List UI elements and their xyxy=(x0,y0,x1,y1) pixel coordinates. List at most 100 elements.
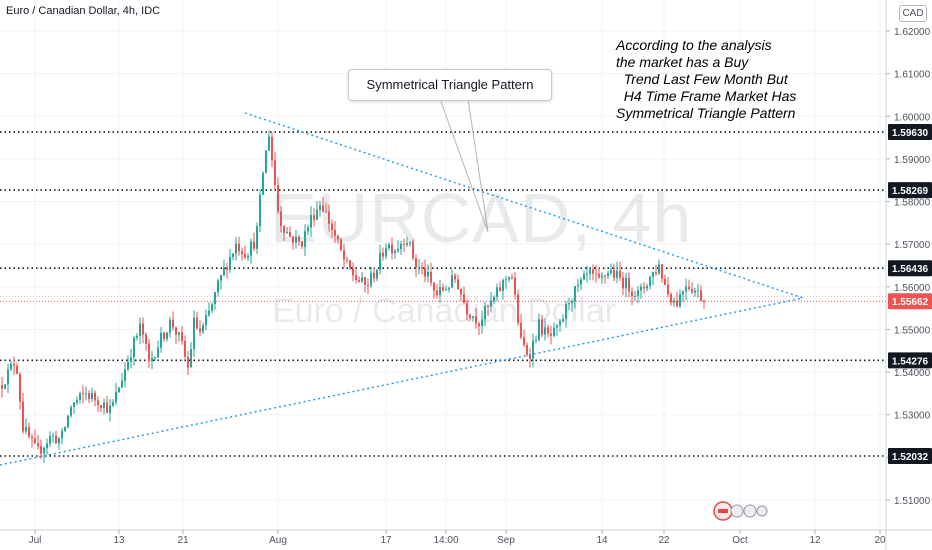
candle-body xyxy=(523,337,525,345)
candle-body xyxy=(229,256,231,271)
candle-body xyxy=(571,301,573,304)
candle-body xyxy=(172,319,174,328)
analysis-annotation[interactable]: According to the analysis the market has… xyxy=(616,37,796,122)
candle-body xyxy=(403,243,405,245)
candle-body xyxy=(547,327,549,334)
candle-body xyxy=(397,249,399,251)
currency-badge[interactable]: CAD xyxy=(899,5,927,22)
candle-body xyxy=(391,244,393,254)
candle-body xyxy=(658,264,660,274)
candle-body xyxy=(70,407,72,416)
candle-body xyxy=(295,236,297,243)
candle-body xyxy=(25,427,27,432)
candle-body xyxy=(559,321,561,326)
candle-body xyxy=(157,347,159,358)
candle-body xyxy=(610,269,612,274)
y-tick-label: 1.51000 xyxy=(894,496,931,507)
candle-body xyxy=(226,267,228,271)
candle-body xyxy=(40,446,42,454)
x-tick-label: 21 xyxy=(177,535,189,546)
candle-body xyxy=(664,278,666,285)
candle-body xyxy=(613,269,615,278)
candle-body xyxy=(13,363,15,366)
candle-body xyxy=(73,402,75,408)
candle-body xyxy=(79,393,81,400)
candle-body xyxy=(19,373,21,402)
candle-body xyxy=(118,387,120,392)
tradingview-logo-icon[interactable] xyxy=(712,500,768,522)
candle-body xyxy=(682,291,684,295)
candle-body xyxy=(343,250,345,260)
candle-body xyxy=(640,286,642,291)
candle-body xyxy=(4,384,6,389)
candle-body xyxy=(553,327,555,336)
candle-body xyxy=(628,277,630,292)
candle-body xyxy=(163,332,165,340)
candle-body xyxy=(493,296,495,301)
candle-body xyxy=(478,323,480,326)
annotation-line: Trend Last Few Month But xyxy=(616,71,788,87)
candle-body xyxy=(160,332,162,348)
candle-body xyxy=(61,430,63,439)
candle-body xyxy=(361,277,363,282)
x-tick-label: Jul xyxy=(29,535,42,546)
candle-body xyxy=(373,273,375,279)
candle-body xyxy=(460,289,462,295)
x-tick-label: Oct xyxy=(732,535,748,546)
candle-body xyxy=(457,279,459,290)
candle-body xyxy=(298,236,300,242)
candle-body xyxy=(235,243,237,254)
candle-body xyxy=(580,279,582,285)
candle-body xyxy=(586,273,588,275)
watermark-ticker: EURCAD, 4h xyxy=(270,179,693,257)
current-price-tag xyxy=(888,293,932,310)
candle-body xyxy=(616,270,618,278)
candle-body xyxy=(691,288,693,293)
candle-body xyxy=(208,310,210,316)
candle-body xyxy=(169,319,171,333)
candle-body xyxy=(577,284,579,287)
candle-body xyxy=(109,405,111,413)
annotation-line: According to the analysis xyxy=(616,37,772,53)
candle-body xyxy=(313,215,315,220)
chart-title: Euro / Canadian Dollar, 4h, IDC xyxy=(6,5,161,17)
candle-body xyxy=(214,292,216,305)
candle-body xyxy=(367,284,369,286)
candle-body xyxy=(514,277,516,295)
candle-body xyxy=(424,268,426,277)
candle-body xyxy=(265,150,267,174)
candle-body xyxy=(568,303,570,305)
candle-body xyxy=(220,275,222,281)
candle-body xyxy=(292,236,294,243)
candle-body xyxy=(55,435,57,444)
candle-body xyxy=(1,384,3,389)
x-tick-label: 22 xyxy=(658,535,670,546)
candle-body xyxy=(385,248,387,257)
candle-body xyxy=(331,223,333,231)
candle-body xyxy=(319,205,321,210)
candle-body xyxy=(430,272,432,283)
candle-body xyxy=(433,282,435,291)
pattern-callout[interactable]: Symmetrical Triangle Pattern xyxy=(348,69,552,101)
candle-body xyxy=(337,235,339,240)
candle-body xyxy=(472,316,474,318)
candle-body xyxy=(607,273,609,277)
candle-body xyxy=(469,314,471,318)
candle-body xyxy=(688,286,690,289)
candle-body xyxy=(481,319,483,326)
candle-body xyxy=(7,369,9,385)
candle-body xyxy=(589,269,591,274)
candle-body xyxy=(145,334,147,344)
candle-body xyxy=(301,241,303,247)
candle-body xyxy=(604,275,606,277)
annotation-line: the market has a Buy xyxy=(616,54,749,70)
candle-body xyxy=(436,290,438,296)
candle-body xyxy=(262,173,264,195)
candle-body xyxy=(271,136,273,161)
candle-body xyxy=(592,269,594,274)
candle-body xyxy=(217,280,219,293)
y-tick-label: 1.54000 xyxy=(894,368,931,379)
candle-body xyxy=(244,253,246,258)
candle-body xyxy=(646,285,648,289)
